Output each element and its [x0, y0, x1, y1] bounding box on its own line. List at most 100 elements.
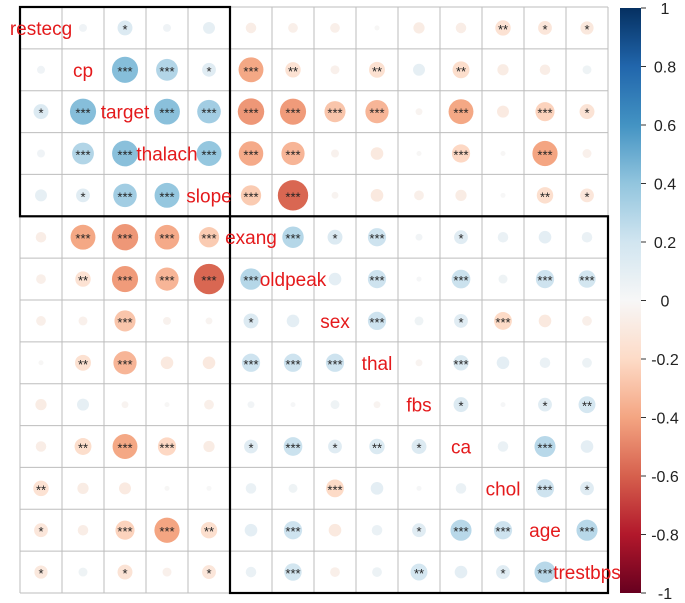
cell-trestbps-thal: [372, 567, 382, 577]
cell-fbs-trestbps: [578, 396, 596, 414]
cell-sex-ca: [454, 314, 468, 328]
cell-thal-cp: [75, 354, 91, 371]
variable-label-target: target: [101, 103, 150, 124]
cell-target-ca: [448, 99, 474, 125]
significance-mark: **: [540, 189, 550, 204]
cell-ca-oldpeak: [283, 437, 303, 456]
cell-thal-fbs: [415, 359, 423, 367]
cell-target-age: [535, 102, 555, 122]
cell-age-trestbps: [576, 519, 598, 541]
cell-exang-trestbps: [581, 231, 593, 243]
cell-restecg-chol: [495, 20, 511, 36]
cell-fbs-restecg: [35, 399, 47, 411]
significance-mark: *: [206, 64, 211, 79]
significance-mark: **: [456, 64, 466, 79]
significance-mark: ***: [285, 566, 300, 581]
cell-thal-ca: [453, 355, 469, 371]
colorbar-tick-label: 0: [661, 294, 670, 311]
cell-ca-fbs: [411, 439, 427, 454]
variable-label-fbs: fbs: [406, 396, 431, 417]
cell-cp-restecg: [37, 65, 45, 74]
cell-sex-age: [538, 314, 552, 328]
significance-mark: **: [204, 524, 214, 539]
cell-trestbps-fbs: [410, 563, 428, 581]
cell-thal-restecg: [38, 360, 44, 366]
cell-thalach-thal: [370, 147, 384, 160]
cell-chol-age: [535, 479, 555, 498]
significance-mark: ***: [117, 148, 132, 163]
colorbar-tick-label: -0.8: [651, 528, 679, 545]
significance-mark: ***: [369, 231, 384, 246]
significance-mark: *: [332, 441, 337, 456]
significance-mark: ***: [369, 273, 384, 288]
significance-mark: ***: [117, 231, 132, 246]
significance-mark: **: [36, 482, 46, 497]
colorbar-tick-label: 1: [661, 1, 670, 18]
cell-slope-restecg: [35, 189, 47, 202]
cell-thalach-chol: [500, 151, 506, 156]
colorbar-tick-label: 0.4: [654, 177, 676, 194]
cell-ca-target: [112, 434, 138, 459]
cluster-boxes: [18, 5, 610, 595]
significance-mark: ***: [201, 148, 216, 163]
significance-mark: ***: [201, 273, 216, 288]
significance-mark: *: [458, 231, 463, 246]
significance-mark: *: [332, 231, 337, 246]
cell-slope-sex: [331, 191, 339, 199]
significance-mark: **: [78, 441, 88, 456]
significance-mark: **: [498, 22, 508, 37]
cell-fbs-age: [538, 397, 552, 412]
cell-trestbps-slope: [202, 565, 216, 579]
cell-chol-ca: [455, 483, 467, 494]
cell-age-ca: [450, 519, 472, 541]
cell-oldpeak-target: [111, 266, 139, 293]
cell-fbs-ca: [453, 397, 469, 413]
significance-mark: *: [584, 482, 589, 497]
significance-mark: ***: [369, 315, 384, 330]
significance-mark: ***: [285, 231, 300, 246]
cell-target-cp: [69, 98, 97, 125]
cell-age-thalach: [154, 517, 180, 543]
cell-cp-exang: [238, 57, 264, 83]
significance-mark: ***: [285, 189, 300, 204]
significance-mark: *: [248, 315, 253, 330]
cell-trestbps-exang: [245, 566, 257, 578]
cell-exang-chol: [497, 231, 509, 243]
significance-mark: *: [122, 22, 127, 37]
colorbar-tick-label: -0.2: [651, 352, 679, 369]
cell-restecg-ca: [455, 22, 467, 34]
cell-restecg-age: [538, 21, 552, 35]
cell-ca-thalach: [157, 437, 177, 456]
cell-age-fbs: [412, 523, 426, 538]
cell-restecg-fbs: [413, 22, 425, 34]
cell-fbs-thalach: [164, 402, 170, 408]
cell-target-slope: [197, 99, 221, 124]
significance-mark: ***: [159, 189, 174, 204]
cell-restecg-target: [117, 20, 133, 36]
significance-mark: ***: [159, 231, 174, 246]
cell-thal-slope: [202, 356, 216, 370]
significance-mark: ***: [243, 148, 258, 163]
cluster-box-2: [228, 215, 610, 595]
cell-thal-oldpeak: [283, 353, 303, 372]
variable-label-trestbps: trestbps: [553, 563, 621, 584]
cell-chol-fbs: [416, 485, 422, 491]
cell-oldpeak-ca: [451, 269, 471, 289]
cell-oldpeak-thal: [367, 269, 387, 289]
cell-fbs-slope: [204, 399, 214, 410]
cell-cp-fbs: [413, 63, 425, 76]
cell-slope-exang: [240, 185, 262, 206]
cell-thalach-ca: [451, 144, 471, 163]
cell-sex-exang: [243, 313, 259, 329]
significance-mark: ***: [327, 357, 342, 372]
colorbar-tick-label: 0.8: [654, 60, 676, 77]
cell-oldpeak-thalach: [155, 267, 179, 291]
significance-mark: *: [416, 441, 421, 456]
significance-mark: ***: [369, 106, 384, 121]
cell-fbs-chol: [500, 402, 506, 408]
cell-fbs-exang: [247, 401, 255, 409]
significance-mark: ***: [285, 441, 300, 456]
cell-thalach-restecg: [37, 149, 45, 158]
